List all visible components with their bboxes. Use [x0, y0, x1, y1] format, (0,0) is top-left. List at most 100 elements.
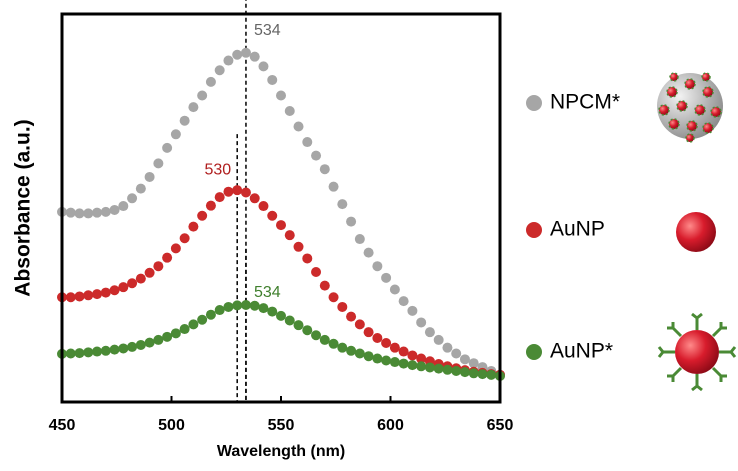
peak-label: 534 — [254, 284, 281, 301]
data-point — [100, 345, 111, 356]
data-point — [328, 338, 339, 349]
x-tick-label: 450 — [49, 417, 76, 434]
data-point — [302, 325, 313, 336]
data-point — [459, 367, 470, 378]
data-point — [284, 315, 295, 326]
data-point — [153, 334, 164, 345]
data-point — [179, 233, 190, 244]
data-point — [100, 206, 111, 217]
data-point — [153, 261, 164, 272]
data-point — [433, 334, 444, 345]
data-point — [197, 210, 208, 221]
data-point — [372, 353, 383, 364]
data-point — [381, 355, 392, 366]
data-point — [170, 328, 181, 339]
data-point — [258, 61, 269, 72]
data-point — [276, 220, 286, 231]
data-point — [92, 289, 103, 300]
data-point — [135, 339, 146, 350]
data-point — [92, 346, 103, 357]
data-point — [162, 331, 173, 342]
data-point — [153, 158, 164, 169]
data-point — [162, 252, 173, 263]
data-point — [232, 300, 243, 311]
x-tick-label: 500 — [158, 417, 185, 434]
data-point — [267, 74, 278, 85]
data-point — [372, 261, 383, 272]
data-point — [109, 285, 120, 296]
data-point — [416, 317, 427, 328]
data-point — [337, 199, 348, 210]
data-point — [127, 193, 138, 204]
peak-label: 530 — [204, 161, 231, 178]
data-point — [319, 164, 330, 175]
data-point — [118, 343, 129, 354]
legend-label: NPCM* — [550, 91, 620, 114]
legend-label: AuNP — [550, 218, 605, 241]
data-point — [284, 230, 295, 241]
data-point — [118, 282, 129, 293]
y-axis-label: Absorbance (a.u.) — [12, 119, 35, 296]
data-point — [346, 345, 357, 356]
aunp-icon — [676, 212, 716, 252]
data-point — [100, 287, 111, 298]
aunp-ligands — [657, 312, 737, 392]
data-point — [249, 193, 260, 204]
data-point — [398, 296, 409, 307]
data-point — [144, 171, 155, 182]
data-point — [459, 354, 470, 365]
data-point — [65, 348, 76, 359]
data-point — [170, 129, 181, 140]
data-point — [354, 234, 365, 245]
data-point — [188, 221, 199, 232]
data-point — [179, 324, 190, 335]
data-point — [197, 90, 208, 101]
data-point — [311, 150, 322, 161]
legend-icons — [657, 72, 737, 392]
data-point — [83, 347, 94, 358]
data-point — [407, 360, 418, 371]
data-point — [144, 337, 155, 348]
data-point — [319, 334, 330, 345]
data-point — [311, 267, 322, 278]
data-point — [240, 47, 251, 58]
data-point — [74, 208, 85, 219]
data-point — [302, 253, 313, 264]
data-point — [83, 208, 94, 219]
data-point — [363, 247, 374, 258]
data-point — [214, 65, 225, 76]
data-point — [258, 201, 269, 212]
data-point — [407, 305, 418, 316]
legend-label: AuNP* — [550, 340, 613, 363]
data-point — [197, 314, 208, 325]
data-point — [188, 102, 199, 113]
data-point — [363, 351, 374, 362]
data-point — [442, 364, 453, 375]
data-point — [389, 284, 400, 295]
peak-label: 534 — [254, 22, 281, 39]
data-point — [74, 291, 85, 302]
data-point — [477, 369, 488, 380]
data-point — [214, 192, 225, 203]
data-point — [240, 187, 251, 198]
data-point — [328, 292, 339, 303]
data-point — [65, 207, 76, 218]
data-point — [232, 49, 243, 60]
data-point — [240, 300, 251, 310]
data-point — [451, 365, 462, 376]
data-point — [109, 204, 120, 215]
data-point — [135, 183, 146, 194]
aunp-star-icon — [675, 330, 719, 374]
data-point — [389, 357, 400, 368]
data-point — [486, 369, 497, 380]
data-point — [311, 330, 322, 341]
data-point — [188, 319, 199, 330]
data-point — [267, 306, 278, 317]
data-point — [433, 363, 444, 374]
data-point — [381, 338, 392, 349]
x-axis-label: Wavelength (nm) — [217, 443, 345, 460]
data-point — [276, 90, 286, 101]
data-point — [144, 267, 155, 278]
data-point — [276, 310, 286, 321]
